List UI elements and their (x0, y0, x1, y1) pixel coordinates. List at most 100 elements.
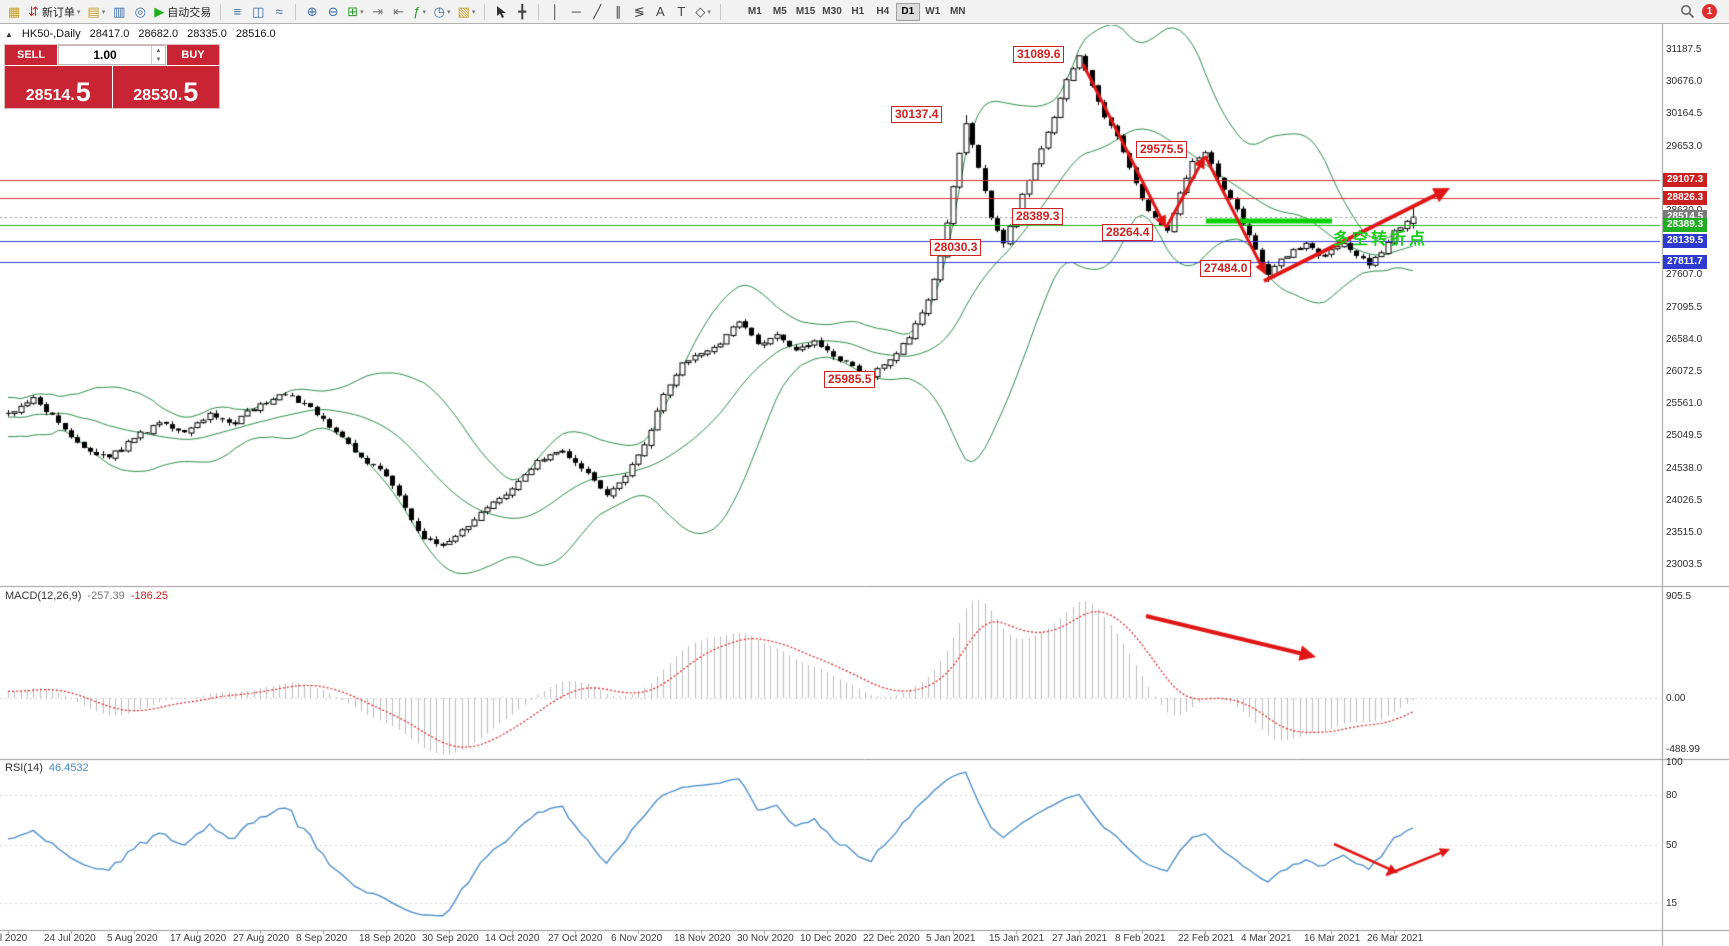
date-label: 22 Feb 2021 (1178, 933, 1235, 944)
swing-price-label: 28264.4 (1102, 224, 1154, 241)
chevron-down-icon: ▾ (447, 8, 451, 16)
price-axis-label: 23003.5 (1666, 559, 1703, 571)
open-value: 28417.0 (89, 28, 130, 40)
chevron-down-icon: ▾ (360, 8, 364, 16)
date-label: 5 Jan 2021 (926, 933, 976, 944)
buy-button[interactable]: BUY (167, 45, 219, 65)
low-value: 28335.0 (187, 28, 227, 40)
date-label: 22 Dec 2020 (863, 933, 920, 944)
volume-up-icon[interactable]: ▲ (155, 47, 162, 54)
new-chart-icon[interactable]: ▦ (4, 2, 24, 22)
date-label: 18 Nov 2020 (674, 933, 731, 944)
channel-icon[interactable]: ∥ (608, 2, 628, 22)
macd-value: -257.39 (87, 590, 125, 602)
indicators-icon[interactable]: ƒ ▾ (410, 2, 430, 22)
chart-shift-icon[interactable]: ⇤ (389, 2, 409, 22)
trendline-icon[interactable]: ╱ (587, 2, 607, 22)
navigator-icon[interactable]: ◎ (130, 2, 150, 22)
trendline-icon-glyph: ╱ (593, 3, 602, 19)
chart-profiles-icon[interactable]: ▤ ▾ (84, 2, 108, 22)
price-axis-label: 27095.5 (1666, 301, 1703, 313)
crosshair-icon[interactable]: ╋ (512, 2, 532, 22)
bar-chart-icon-glyph: ≡ (233, 4, 242, 19)
horizontal-line-icon[interactable]: ─ (566, 2, 586, 22)
timeframe-d1[interactable]: D1 (895, 2, 920, 21)
label-icon[interactable]: T (671, 2, 691, 22)
chevron-down-icon: ▾ (76, 8, 81, 16)
cursor-icon[interactable] (491, 2, 511, 22)
date-label: 15 Jan 2021 (989, 933, 1045, 944)
vertical-line-icon-glyph: │ (551, 4, 560, 19)
volume-stepper[interactable]: ▲ ▼ (151, 46, 165, 64)
timeframe-m15[interactable]: M15 (795, 6, 816, 17)
date-label: 30 Sep 2020 (422, 933, 479, 944)
date-label: 5 Aug 2020 (107, 933, 158, 944)
search-icon[interactable] (1680, 4, 1695, 19)
new-order-button-glyph: ⇵ (28, 3, 39, 19)
vertical-line-icon[interactable]: │ (545, 2, 565, 22)
toolbar-separator (484, 3, 486, 20)
timeframe-h1[interactable]: H1 (851, 6, 865, 17)
line-chart-icon-glyph: ≈ (275, 4, 283, 19)
price-axis-label: 24026.5 (1666, 494, 1703, 506)
price-axis-label: 24538.0 (1666, 462, 1703, 474)
text-icon-glyph: A (655, 4, 665, 19)
tile-windows-icon[interactable]: ⊞ ▾ (344, 2, 366, 22)
periods-icon-glyph: ◷ (433, 3, 445, 19)
buy-price-panel[interactable]: 28530. 5 (112, 66, 219, 108)
new-chart-icon-glyph: ▦ (7, 3, 21, 19)
sell-button[interactable]: SELL (5, 45, 57, 65)
text-icon[interactable]: A (650, 2, 670, 22)
volume-field[interactable]: 1.00 ▲ ▼ (58, 45, 166, 65)
fibonacci-icon[interactable]: ≶ (629, 2, 649, 22)
volume-value[interactable]: 1.00 (93, 48, 117, 62)
rsi-axis-label: 50 (1666, 840, 1678, 851)
autotrade-button[interactable]: ▶ 自动交易 (151, 2, 214, 22)
candlestick-icon-glyph: ◫ (252, 3, 265, 19)
timeframe-mn[interactable]: MN (949, 6, 966, 17)
one-click-trading-panel: SELL 1.00 ▲ ▼ BUY 28514. 5 28530. 5 (5, 45, 219, 108)
market-watch-icon[interactable]: ▥ (109, 2, 129, 22)
zoom-in-icon[interactable]: ⊕ (302, 2, 322, 22)
timeframe-w1[interactable]: W1 (925, 6, 941, 17)
high-value: 28682.0 (138, 28, 179, 40)
rsi-value: 46.4532 (48, 762, 89, 774)
sell-price-panel[interactable]: 28514. 5 (5, 66, 112, 108)
date-label: 27 Aug 2020 (233, 933, 290, 944)
zoom-out-icon[interactable]: ⊖ (323, 2, 343, 22)
notification-badge[interactable]: 1 (1702, 4, 1717, 19)
macd-name: MACD(12,26,9) (5, 590, 82, 602)
turning-point-note: 多空转折点 (1333, 231, 1429, 248)
timeframe-m30[interactable]: M30 (822, 6, 842, 17)
templates-icon[interactable]: ▧ ▾ (455, 2, 479, 22)
macd-signal-value: -186.25 (130, 590, 169, 602)
date-label: 16 Mar 2021 (1304, 933, 1361, 944)
timeframe-m1[interactable]: M1 (747, 6, 762, 17)
buy-price-big-digit: 5 (183, 77, 199, 108)
volume-down-icon[interactable]: ▼ (155, 56, 162, 63)
periods-icon[interactable]: ◷ ▾ (431, 2, 454, 22)
new-order-button[interactable]: ⇵ 新订单 ▾ (25, 2, 83, 22)
timeframe-m5[interactable]: M5 (772, 6, 787, 17)
swing-price-label: 25985.5 (824, 371, 876, 388)
macd-axis-label: 0.00 (1666, 693, 1686, 704)
line-chart-icon[interactable]: ≈ (269, 2, 289, 22)
candlestick-icon[interactable]: ◫ (248, 2, 268, 22)
bar-chart-icon[interactable]: ≡ (227, 2, 247, 22)
label-icon-glyph: T (677, 4, 686, 19)
auto-scroll-icon[interactable]: ⇥ (368, 2, 388, 22)
navigator-icon-glyph: ◎ (134, 3, 146, 19)
price-level-tag: 28389.3 (1663, 218, 1708, 233)
zoom-in-icon-glyph: ⊕ (306, 3, 318, 19)
autotrade-button-glyph: ▶ (154, 3, 165, 19)
trade-panel-collapse-icon[interactable]: ▲ (5, 29, 13, 39)
chevron-down-icon: ▾ (707, 8, 711, 16)
swing-price-label: 28389.3 (1012, 208, 1064, 225)
timeframe-h4[interactable]: H4 (876, 6, 890, 17)
date-label: 30 Nov 2020 (737, 933, 794, 944)
date-label: 6 Nov 2020 (611, 933, 663, 944)
shapes-icon[interactable]: ◇ ▾ (692, 2, 714, 22)
autotrade-button-label: 自动交易 (167, 6, 212, 19)
tile-windows-icon-glyph: ⊞ (347, 3, 359, 19)
